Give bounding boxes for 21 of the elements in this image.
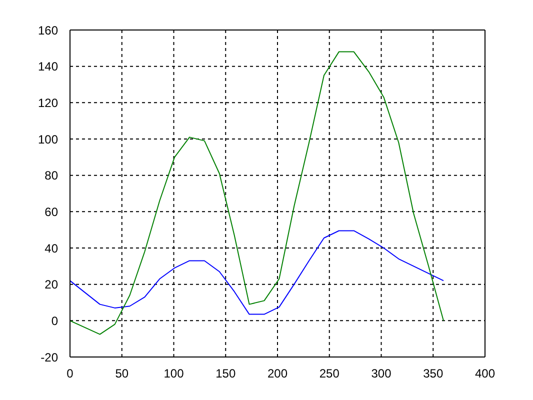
y-tick-label: 0	[51, 314, 58, 328]
x-tick-label: 200	[267, 366, 288, 381]
y-tick-label: 40	[44, 241, 58, 256]
x-tick-label: 300	[371, 366, 392, 381]
y-tick-label: 120	[38, 96, 58, 110]
x-tick-label: 100	[164, 366, 184, 381]
y-tick-label: 100	[38, 132, 58, 146]
y-tick-label: -20	[40, 350, 58, 364]
y-tick-label: 20	[44, 278, 58, 292]
y-tick-label: 60	[44, 204, 58, 219]
y-tick-label: 140	[38, 60, 58, 74]
line-series	[70, 51, 444, 335]
line-series	[70, 230, 444, 315]
y-tick-label: 160	[38, 23, 58, 38]
x-tick-label: 0	[66, 366, 74, 381]
x-tick-label: 350	[423, 366, 444, 381]
x-tick-label: 400	[474, 366, 496, 381]
x-tick-label: 250	[319, 366, 340, 381]
x-tick-label: 150	[216, 366, 236, 381]
x-tick-label: 50	[115, 366, 129, 381]
y-tick-label: 80	[44, 168, 58, 183]
